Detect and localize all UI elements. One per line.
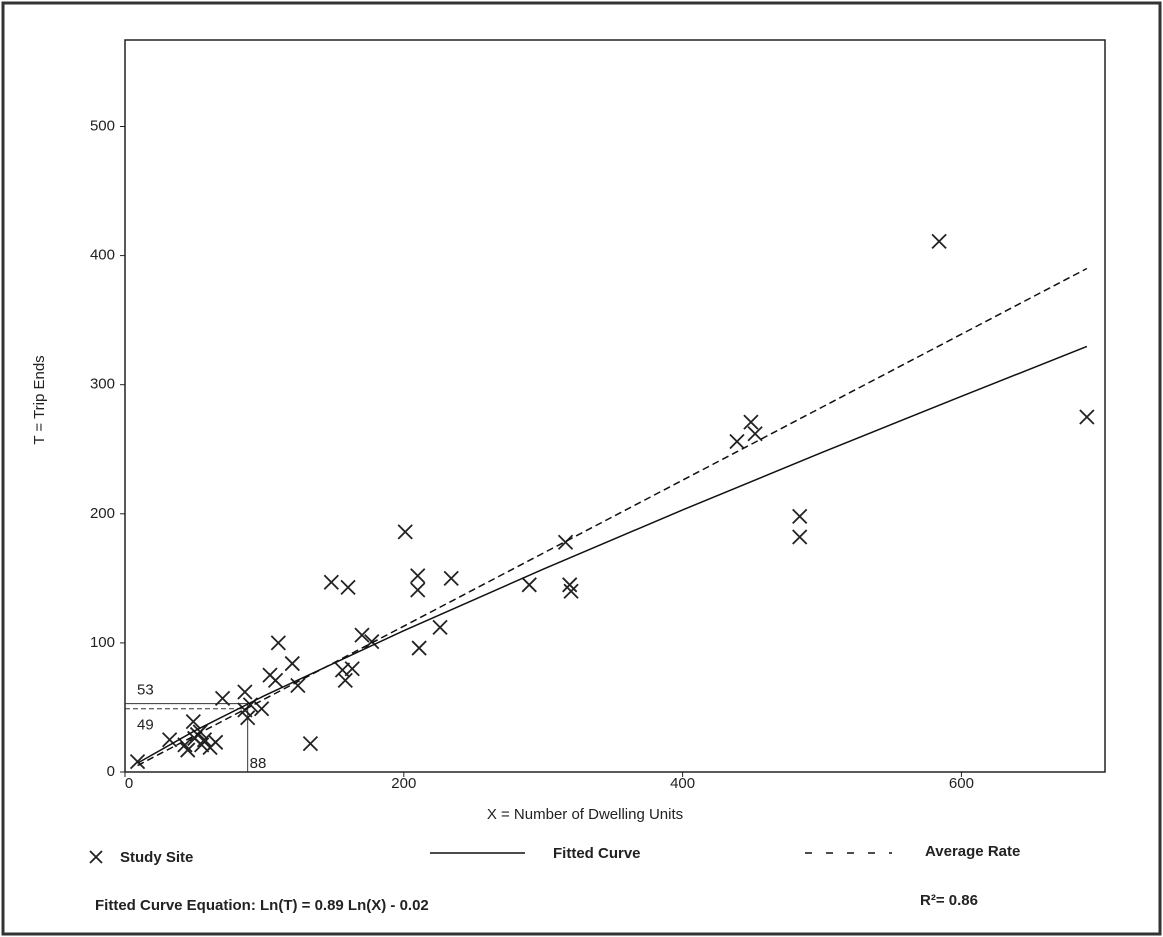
study-site-marker <box>444 571 458 585</box>
y-tick-label: 200 <box>90 505 115 522</box>
study-site-marker <box>90 851 102 863</box>
x-tick-label: 400 <box>670 775 695 792</box>
study-site-marker <box>186 715 200 729</box>
y-tick-label: 300 <box>90 376 115 393</box>
study-site-marker <box>324 575 338 589</box>
study-site-marker <box>269 673 283 687</box>
average-rate-line <box>138 269 1087 766</box>
study-site-marker <box>355 628 369 642</box>
equation: Fitted Curve Equation: Ln(T) = 0.89 Ln(X… <box>95 897 429 914</box>
study-site-marker <box>398 525 412 539</box>
study-site-marker <box>209 735 223 749</box>
chart: T = Trip Ends X = Number of Dwelling Uni… <box>0 0 1163 937</box>
x-axis-title: X = Number of Dwelling Units <box>487 806 683 823</box>
study-site-marker <box>1080 410 1094 424</box>
y-tick-label: 100 <box>90 634 115 651</box>
study-site-marker <box>559 535 573 549</box>
study-site-marker <box>433 620 447 634</box>
legend-label: Average Rate <box>925 843 1020 860</box>
study-site-marker <box>131 755 145 769</box>
study-site-marker <box>748 427 762 441</box>
study-site-marker <box>793 509 807 523</box>
study-site-marker <box>341 580 355 594</box>
study-site-marker <box>412 641 426 655</box>
study-site-marker <box>932 234 946 248</box>
x-tick-label: 0 <box>125 775 133 792</box>
study-site-marker <box>730 435 744 449</box>
study-site-marker <box>238 685 252 699</box>
y-tick-label: 0 <box>107 763 115 780</box>
y-axis-title: T = Trip Ends <box>31 355 48 444</box>
study-site-marker <box>285 657 299 671</box>
study-site-marker <box>303 737 317 751</box>
legend-label: Study Site <box>120 849 193 866</box>
frame <box>3 3 1160 934</box>
reference-average-label: 49 <box>137 717 154 734</box>
reference-x-label: 88 <box>250 755 267 772</box>
study-site-marker <box>411 569 425 583</box>
r-squared: R²= 0.86 <box>920 892 978 909</box>
x-tick-label: 600 <box>949 775 974 792</box>
study-site-marker <box>411 583 425 597</box>
study-site-marker <box>365 635 379 649</box>
study-site-marker <box>178 738 192 752</box>
fitted-curve-line <box>138 346 1087 763</box>
study-site-marker <box>271 636 285 650</box>
study-site-marker <box>522 578 536 592</box>
study-site-marker <box>793 530 807 544</box>
x-tick-label: 200 <box>391 775 416 792</box>
y-tick-label: 400 <box>90 247 115 264</box>
y-tick-label: 500 <box>90 117 115 134</box>
legend-label: Fitted Curve <box>553 845 641 862</box>
reference-fitted-label: 53 <box>137 682 154 699</box>
study-site-marker <box>744 415 758 429</box>
plot-area <box>125 40 1105 772</box>
